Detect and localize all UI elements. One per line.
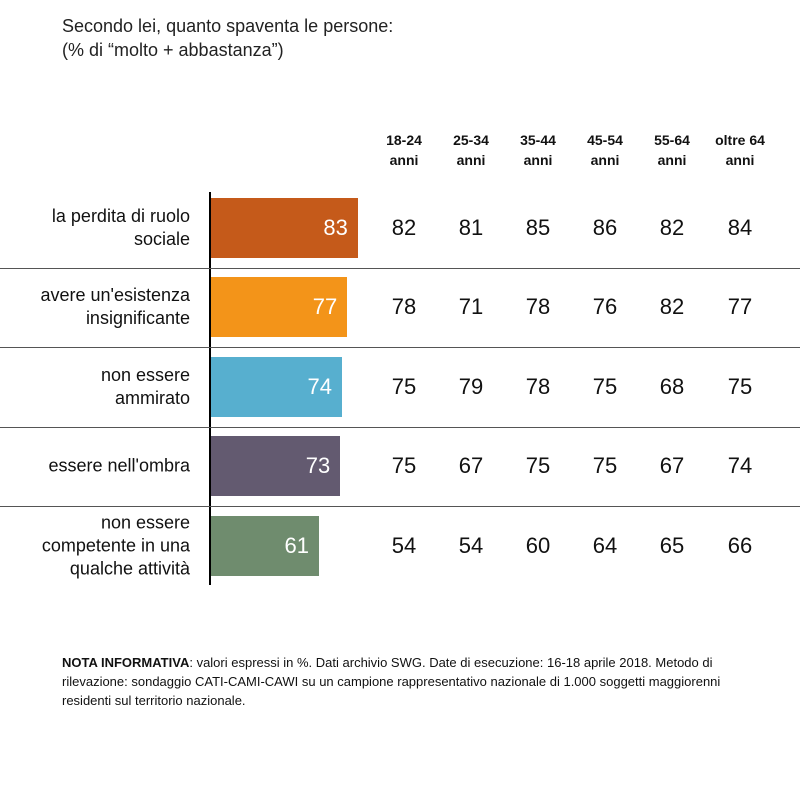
table-cell: 68 [659, 373, 685, 399]
table-cell: 71 [458, 294, 484, 320]
bar [211, 436, 341, 497]
row-separator [0, 426, 800, 428]
column-header: 25-34 anni [453, 132, 489, 168]
category-label: non essere competente in una qualche att… [41, 512, 190, 579]
table-cell: 82 [391, 214, 417, 240]
bar [211, 277, 348, 338]
table-cell: 84 [727, 214, 753, 240]
note-text: : valori espressi in %. Dati archivio SW… [62, 655, 721, 708]
category-label: avere un'esistenza insignificante [40, 285, 190, 329]
table-cell: 75 [525, 453, 551, 479]
bar-label: 77 [312, 294, 338, 320]
category-label: la perdita di ruolo sociale [51, 205, 190, 249]
category-label: non essere ammirato [100, 364, 190, 408]
table-cell: 74 [727, 453, 753, 479]
bar-label: 83 [323, 214, 348, 240]
table-cell: 54 [391, 532, 417, 558]
table-cell: 67 [659, 453, 685, 479]
row-separator [0, 347, 800, 348]
row-separator [0, 267, 800, 269]
bar [211, 197, 358, 258]
axis-line [209, 192, 211, 585]
chart-subtitle: (% di “molto + abbastanza”) [62, 40, 284, 60]
column-header: oltre 64 anni [715, 132, 765, 168]
note-label: NOTA INFORMATIVA [62, 655, 190, 670]
column-header: 55-64 anni [654, 132, 690, 168]
column-header: 18-24 anni [386, 132, 422, 168]
bar-label: 73 [305, 453, 331, 479]
table-cell: 75 [727, 373, 753, 399]
table-cell: 60 [525, 532, 551, 558]
category-label: essere nell'ombra [48, 455, 190, 476]
table-cell: 67 [458, 453, 484, 479]
table-cell: 75 [391, 373, 417, 399]
table-cell: 75 [592, 373, 618, 399]
table-cell: 76 [592, 294, 618, 320]
table-cell: 79 [458, 373, 484, 399]
bar-label: 74 [307, 373, 332, 399]
table-cell: 75 [391, 453, 417, 479]
table-cell: 82 [659, 294, 685, 320]
table-cell: 81 [458, 214, 484, 240]
table-cell: 82 [659, 214, 685, 240]
table-cell: 66 [727, 532, 753, 558]
table-cell: 78 [525, 294, 551, 320]
table-cell: 86 [592, 214, 618, 240]
column-header: 35-44 anni [520, 132, 556, 168]
table-cell: 78 [391, 294, 417, 320]
bar-label: 61 [284, 532, 309, 558]
table-cell: 85 [525, 214, 551, 240]
table-cell: 54 [458, 532, 484, 558]
row-separator [0, 506, 800, 507]
bar [211, 515, 319, 576]
note: NOTA INFORMATIVA: valori espressi in %. … [62, 653, 752, 710]
table-cell: 77 [727, 294, 753, 320]
table-cell: 65 [659, 532, 685, 558]
table-cell: 78 [525, 373, 551, 399]
column-header: 45-54 anni [587, 132, 623, 168]
table-cell: 64 [592, 532, 618, 558]
chart-title: Secondo lei, quanto spaventa le persone: [62, 16, 394, 36]
table-cell: 75 [592, 453, 618, 479]
bar [211, 356, 342, 417]
